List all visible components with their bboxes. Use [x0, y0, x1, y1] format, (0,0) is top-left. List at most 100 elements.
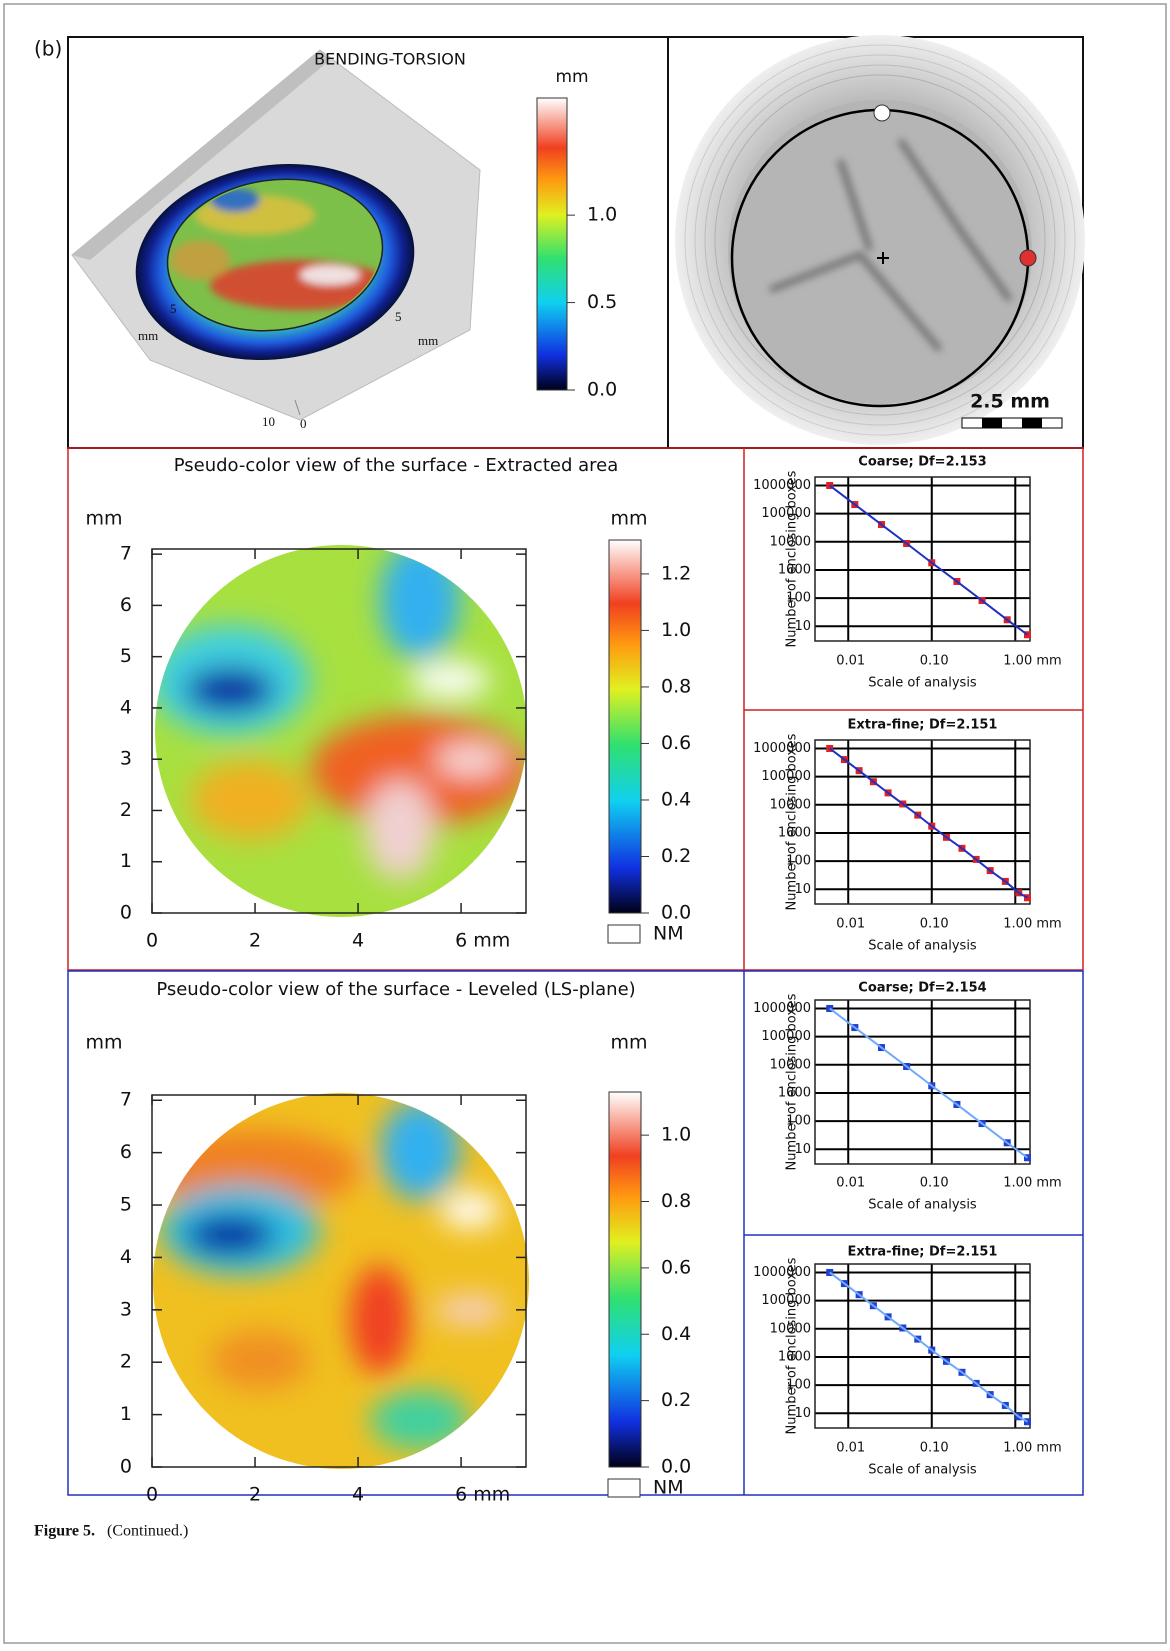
- y-unit: mm: [85, 1032, 122, 1054]
- y-tick-label: 100: [786, 1114, 811, 1129]
- x-tick-label: 1.00 mm: [1003, 1176, 1061, 1191]
- y-tick-label: 1000000: [753, 478, 811, 493]
- colorbar-tick-label: 0.2: [661, 845, 691, 867]
- x-tick-label: 2: [249, 1484, 261, 1506]
- y-axis-label: Number of enclosing boxes: [785, 470, 800, 647]
- y-tick-label: 2: [120, 799, 132, 821]
- scale-label: 2.5 mm: [970, 391, 1050, 413]
- y-tick-label: 1000: [778, 562, 811, 577]
- chart-title: Coarse; Df=2.154: [858, 981, 986, 996]
- x-tick-label: 0.10: [920, 917, 949, 932]
- x-tick-label: 0.01: [836, 917, 865, 932]
- chart-title: Coarse; Df=2.153: [858, 455, 986, 470]
- y-axis-label: Number of enclosing boxes: [785, 993, 800, 1170]
- surface-photo: [675, 35, 1085, 445]
- y-tick-label: 100: [786, 854, 811, 869]
- colorbar: [608, 1091, 642, 1468]
- plot-frame: [151, 548, 527, 914]
- panel-label: (b): [34, 37, 62, 61]
- x-tick-label: 0.01: [836, 1176, 865, 1191]
- fit-line: [829, 1007, 1029, 1159]
- x-axis-label: Scale of analysis: [868, 1198, 977, 1213]
- colorbar-tick-label: 1.0: [587, 204, 617, 226]
- x-tick-label: 1.00 mm: [1003, 1441, 1061, 1456]
- x-axis-label: Scale of analysis: [868, 939, 977, 954]
- colorbar-tick-label: 1.0: [661, 619, 691, 641]
- y-tick-label: 1000: [778, 1349, 811, 1364]
- y-tick-label: 4: [120, 696, 132, 718]
- y-tick-label: 0: [120, 1456, 132, 1478]
- y-tick-label: 1000000: [753, 741, 811, 756]
- y-tick-label: 100: [786, 591, 811, 606]
- y-tick-label: 100000: [761, 1029, 811, 1044]
- y-tick-label: 10000: [770, 797, 811, 812]
- chart-title: Pseudo-color view of the surface - Level…: [156, 979, 635, 1000]
- x-tick-label: 0.01: [836, 654, 865, 669]
- x-tick-label: 1.00 mm: [1003, 654, 1061, 669]
- chart-title: Pseudo-color view of the surface - Extra…: [174, 455, 619, 476]
- surface-image: [155, 545, 527, 917]
- plot-frame: [814, 999, 1031, 1165]
- colorbar: [536, 97, 568, 391]
- colorbar-tick-label: 0.4: [661, 1323, 691, 1345]
- x-tick-label: 0.10: [920, 1176, 949, 1191]
- y-tick-label: 1000000: [753, 1001, 811, 1016]
- blue-frame: [67, 970, 1084, 1496]
- colorbar-tick-label: 0.8: [661, 1190, 691, 1212]
- plot-frame: [151, 1094, 527, 1468]
- colorbar-tick-label: 0.4: [661, 788, 691, 810]
- render-3d: [71, 49, 481, 421]
- x-tick-label: 4: [352, 930, 364, 952]
- plot-frame: [814, 476, 1031, 642]
- axis-tick: 5: [170, 301, 177, 316]
- y-tick-label: 3: [120, 748, 132, 770]
- y-tick-label: 10000: [770, 534, 811, 549]
- y-tick-label: 100: [786, 1378, 811, 1393]
- red-frame: [67, 447, 1084, 971]
- axis-unit: mm: [138, 328, 158, 343]
- x-tick-label: 6 mm: [455, 930, 510, 952]
- colorbar-tick-label: 0.6: [661, 732, 691, 754]
- colorbar-tick-label: 0.5: [587, 291, 617, 313]
- caption-text: (Continued.): [107, 1523, 188, 1540]
- colorbar-tick-label: 0.8: [661, 675, 691, 697]
- y-unit: mm: [85, 508, 122, 530]
- y-tick-label: 1000: [778, 825, 811, 840]
- missing-swatch: [607, 924, 641, 944]
- x-tick-label: 1.00 mm: [1003, 917, 1061, 932]
- y-tick-label: 2: [120, 1351, 132, 1373]
- render-title: BENDING-TORSION: [314, 50, 466, 69]
- page-border: [3, 3, 1167, 1644]
- colorbar-unit: mm: [555, 67, 588, 87]
- y-tick-label: 10000: [770, 1321, 811, 1336]
- surface-image: [153, 1093, 529, 1469]
- missing-label: NM: [653, 1477, 684, 1499]
- plot-frame: [814, 739, 1031, 905]
- y-tick-label: 10: [794, 619, 811, 634]
- y-tick-label: 100000: [761, 769, 811, 784]
- caption-label: Figure 5.: [34, 1523, 95, 1540]
- y-tick-label: 1000: [778, 1085, 811, 1100]
- y-tick-label: 10: [794, 1142, 811, 1157]
- y-tick-label: 100000: [761, 1293, 811, 1308]
- x-tick-label: 0.10: [920, 654, 949, 669]
- x-tick-label: 0: [146, 1484, 158, 1506]
- colorbar: [608, 539, 642, 914]
- x-tick-label: 6 mm: [455, 1484, 510, 1506]
- y-tick-label: 3: [120, 1298, 132, 1320]
- axis-unit: mm: [418, 333, 438, 348]
- y-axis-label: Number of enclosing boxes: [785, 733, 800, 910]
- colorbar-tick-label: 1.2: [661, 562, 691, 584]
- y-tick-label: 10000: [770, 1057, 811, 1072]
- colorbar-tick-label: 0.0: [661, 1456, 691, 1478]
- fit-line: [829, 484, 1029, 636]
- axis-tick: 0: [300, 416, 307, 431]
- axis-tick: 5: [395, 309, 402, 324]
- y-tick-label: 10: [794, 882, 811, 897]
- plot-frame: [814, 1263, 1031, 1429]
- x-tick-label: 2: [249, 930, 261, 952]
- y-tick-label: 4: [120, 1246, 132, 1268]
- y-tick-label: 10: [794, 1406, 811, 1421]
- colorbar-tick-label: 0.0: [661, 902, 691, 924]
